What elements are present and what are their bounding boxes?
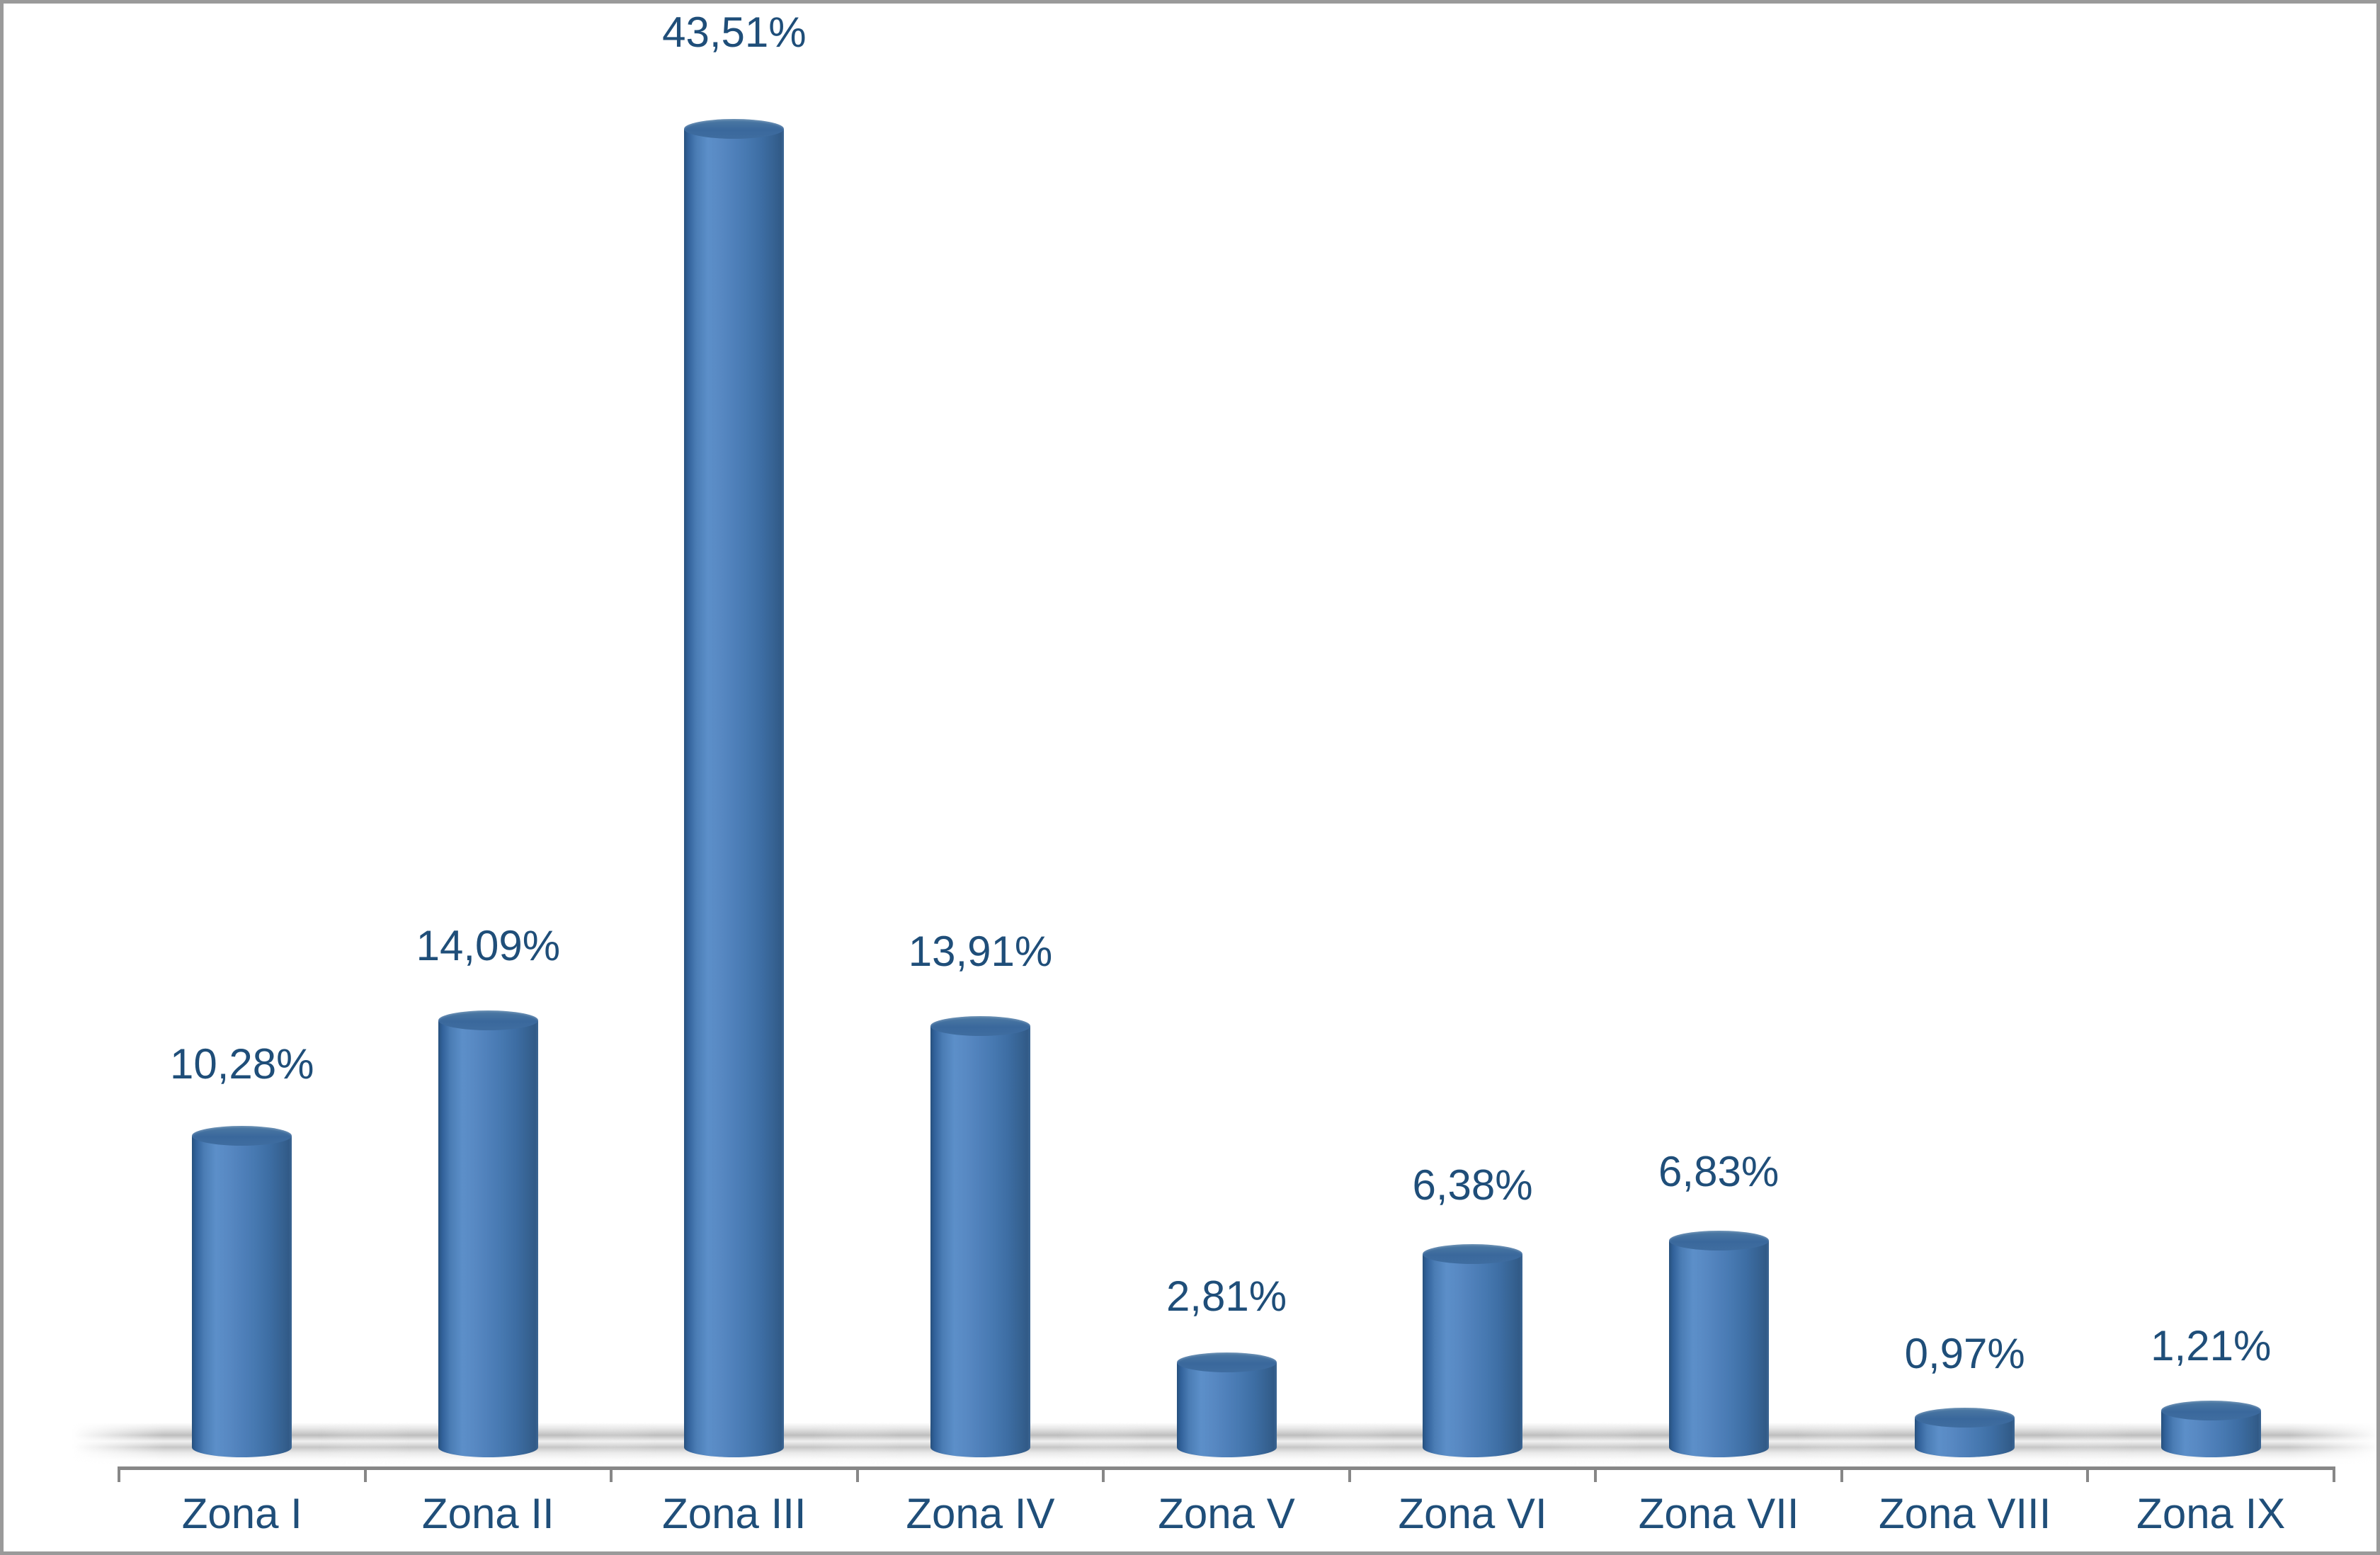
x-axis-tick <box>2333 1466 2336 1482</box>
cylinder-body <box>1423 1253 1523 1447</box>
x-axis-tick <box>118 1466 120 1482</box>
category-label: Zona VIII <box>1878 1490 2051 1537</box>
category-label: Zona IV <box>906 1490 1055 1537</box>
x-axis-tick <box>363 1466 367 1482</box>
plot-area: 10,28% Zona I 14,09% Zona II 43,51% Zona III 1… <box>4 4 2376 1551</box>
x-axis-tick <box>610 1466 613 1482</box>
category-label: Zona I <box>181 1490 302 1537</box>
category-label: Zona IX <box>2136 1490 2286 1537</box>
bar-zona-iv <box>930 1015 1030 1457</box>
bar-zona-ii <box>438 1010 538 1457</box>
bar-zona-i <box>192 1126 292 1457</box>
bar-zona-ix <box>2160 1401 2261 1457</box>
cylinder-top-face <box>1915 1408 2015 1428</box>
bar-zona-vii <box>1668 1230 1769 1457</box>
bar-zona-iii <box>684 118 785 1457</box>
value-label: 0,97% <box>1904 1329 2025 1377</box>
category-label: Zona V <box>1158 1490 1295 1537</box>
cylinder-top-face <box>1668 1230 1769 1251</box>
bar-zona-vi <box>1423 1243 1523 1457</box>
cylinder-top-face <box>1176 1352 1277 1372</box>
x-axis-tick <box>1102 1466 1105 1482</box>
cylinder-top-face <box>438 1010 538 1030</box>
x-axis-tick <box>1348 1466 1351 1482</box>
value-label: 6,38% <box>1412 1161 1533 1209</box>
x-axis-tick <box>2086 1466 2090 1482</box>
x-axis-tick <box>1840 1466 1843 1482</box>
x-axis-line <box>119 1466 2335 1470</box>
value-label: 43,51% <box>662 8 807 56</box>
cylinder-body <box>1668 1240 1769 1447</box>
category-label: Zona II <box>421 1490 554 1537</box>
bar-zona-viii <box>1915 1408 2015 1457</box>
x-axis-tick <box>1594 1466 1598 1482</box>
value-label: 2,81% <box>1166 1272 1287 1321</box>
value-label: 14,09% <box>416 922 561 970</box>
cylinder-top-face <box>684 118 785 139</box>
cylinder-top-face <box>2160 1401 2261 1421</box>
x-axis-tick <box>855 1466 859 1482</box>
value-label: 13,91% <box>908 928 1053 976</box>
cylinder-body <box>684 128 785 1447</box>
value-label: 10,28% <box>170 1040 314 1088</box>
cylinder-body <box>438 1020 538 1447</box>
cylinder-body <box>192 1136 292 1447</box>
category-label: Zona VII <box>1638 1490 1799 1537</box>
category-label: Zona III <box>662 1490 807 1537</box>
cylinder-body <box>1176 1362 1277 1447</box>
bar-zona-v <box>1176 1352 1277 1457</box>
cylinder-top-face <box>192 1126 292 1146</box>
value-label: 6,83% <box>1658 1147 1780 1195</box>
cylinder-body <box>930 1025 1030 1447</box>
value-label: 1,21% <box>2151 1322 2272 1370</box>
cylinder-top-face <box>1423 1243 1523 1264</box>
category-label: Zona VI <box>1398 1490 1547 1537</box>
cylinder-top-face <box>930 1015 1030 1036</box>
